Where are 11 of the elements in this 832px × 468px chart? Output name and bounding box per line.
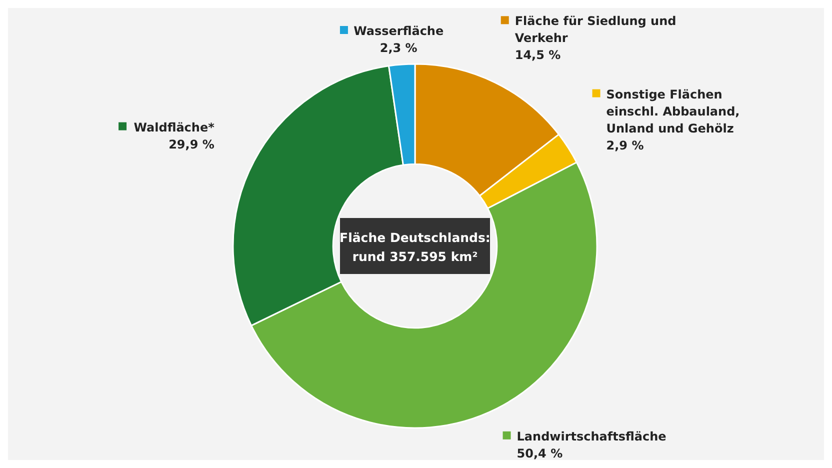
legend-label: Landwirtschaftsfläche [516, 429, 666, 444]
data-label: 2,9 % [606, 138, 644, 152]
legend-label: Waldfläche* [134, 120, 216, 134]
data-label: 29,9 % [168, 137, 214, 152]
legend-label: Fläche für Siedlung und Verkehr [514, 14, 676, 46]
legend-label: Sonstige Flächen einschl. Abbauland, Unland und Gehölz [606, 87, 740, 136]
text: Fläche Deutschlands: rund 357.595 km² [340, 230, 490, 264]
data-label: 14,5 % [514, 48, 561, 62]
data-label: 50,4 % [516, 446, 563, 460]
legend-label: Wasserfläche [354, 24, 444, 38]
data-label: 2,3 % [380, 41, 418, 55]
